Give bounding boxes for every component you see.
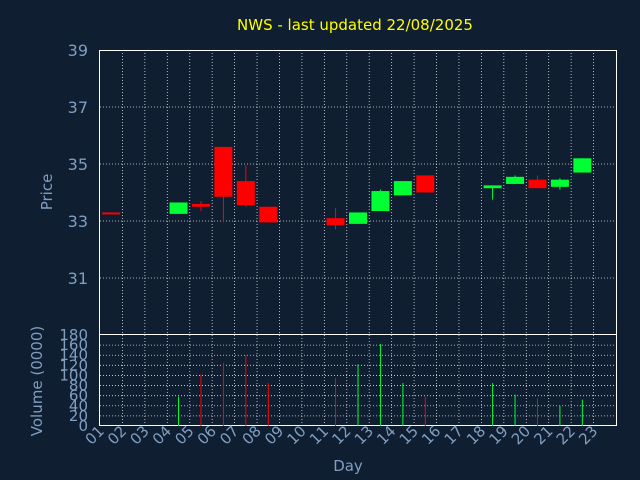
price-panel-frame — [99, 50, 617, 335]
volume-tick-label: 20 — [69, 407, 88, 425]
price-tick-label: 31 — [68, 269, 88, 288]
price-tick-label: 39 — [68, 41, 88, 60]
candle-body — [573, 158, 592, 173]
volume-tick-label: 60 — [69, 387, 88, 405]
x-tick-label: 23 — [575, 422, 601, 448]
candle-body — [371, 191, 390, 212]
candle-body — [169, 202, 188, 214]
x-axis-label: Day — [333, 457, 363, 475]
candle-body — [393, 181, 412, 196]
volume-tick-label: 140 — [59, 346, 88, 364]
volume-axis-label: Volume (0000) — [28, 326, 46, 436]
candle-body — [236, 181, 255, 206]
volume-tick-label: 40 — [69, 397, 88, 415]
volume-tick-label: 0 — [78, 417, 88, 435]
candle-body — [214, 146, 233, 197]
x-tick-labels: 0102030405060708091011121314151617181920… — [82, 422, 602, 448]
price-tick-labels: 31 33 35 37 39 — [68, 41, 88, 288]
candle-body — [416, 175, 435, 193]
volume-tick-label: 160 — [59, 336, 88, 354]
candle-body — [102, 212, 121, 215]
candle-body — [259, 206, 278, 223]
chart-title: NWS - last updated 22/08/2025 — [237, 16, 473, 34]
candle-body — [191, 203, 210, 207]
candle-body — [326, 218, 345, 226]
price-tick-label: 35 — [68, 155, 88, 174]
candle-body — [483, 185, 502, 189]
volume-tick-label: 180 — [59, 326, 88, 344]
candles — [102, 146, 592, 230]
volume-bars — [178, 344, 583, 426]
price-gridlines — [100, 50, 616, 335]
price-axis-label: Price — [38, 174, 56, 211]
price-tick-label: 37 — [68, 98, 88, 117]
volume-tick-label: 80 — [69, 377, 88, 395]
candle-body — [528, 179, 547, 189]
candle-body — [349, 212, 367, 224]
candle-body — [550, 179, 569, 187]
volume-tick-label: 100 — [59, 366, 88, 384]
volume-tick-label: 120 — [59, 356, 88, 374]
candle-body — [506, 176, 525, 184]
price-tick-label: 33 — [68, 212, 88, 231]
